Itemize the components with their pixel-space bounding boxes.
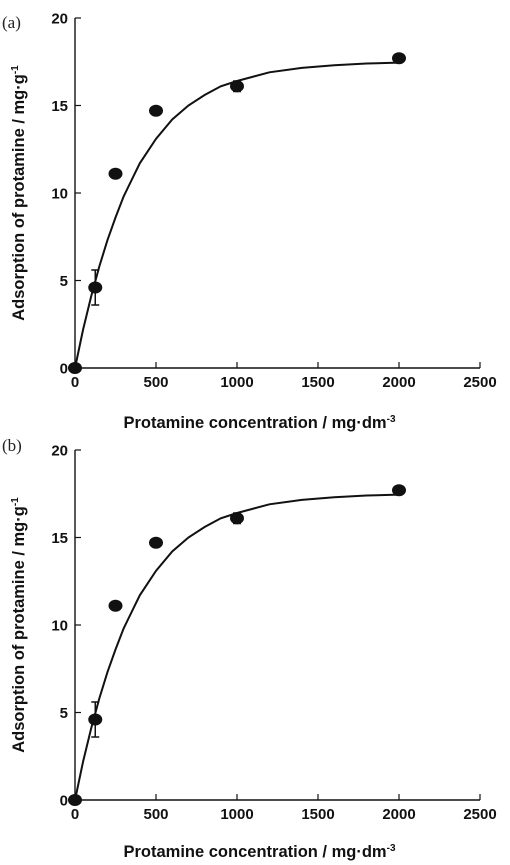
x-tick-label: 500 bbox=[143, 806, 168, 823]
y-tick-label: 0 bbox=[60, 793, 68, 810]
fit-curve bbox=[74, 493, 400, 801]
y-tick-label: 20 bbox=[51, 443, 68, 460]
x-tick-label: 1000 bbox=[220, 806, 253, 823]
data-point bbox=[230, 512, 244, 525]
y-axis-title-group: Adsorption of protamine / mg·g-1 bbox=[10, 65, 28, 321]
data-point bbox=[88, 713, 103, 726]
y-axis-title: Adsorption of protamine / mg·g-1 bbox=[10, 497, 28, 753]
y-tick-label: 10 bbox=[51, 618, 68, 635]
panel-label: (a) bbox=[2, 13, 21, 32]
y-axis-title-text: Adsorption of protamine / mg·g bbox=[10, 506, 28, 753]
y-axis-title-sup: -1 bbox=[10, 497, 21, 506]
data-point bbox=[392, 52, 406, 65]
data-point bbox=[149, 536, 163, 549]
y-tick-label: 15 bbox=[51, 98, 68, 115]
chart-panel-b: (b) Adsorption of protamine / mg·g-1 Pro… bbox=[2, 436, 497, 861]
x-axis-title: Protamine concentration / mg·dm-3 bbox=[123, 414, 395, 432]
x-tick-label: 0 bbox=[71, 374, 79, 391]
data-point bbox=[108, 599, 123, 612]
y-tick-label: 0 bbox=[60, 361, 68, 378]
x-tick-label: 2500 bbox=[463, 806, 496, 823]
y-tick-label: 10 bbox=[51, 186, 68, 203]
x-axis-title: Protamine concentration / mg·dm-3 bbox=[123, 843, 395, 861]
data-point bbox=[149, 104, 163, 117]
x-tick-label: 500 bbox=[143, 374, 168, 391]
chart-panel-a: (a) Adsorption of protamine / mg·g-1 Pro… bbox=[2, 11, 497, 433]
x-tick-label: 1500 bbox=[301, 806, 334, 823]
data-point bbox=[68, 362, 82, 374]
y-tick-label: 15 bbox=[51, 530, 68, 547]
x-tick-label: 2000 bbox=[382, 806, 415, 823]
fit-curve bbox=[74, 61, 400, 369]
x-tick-label: 0 bbox=[71, 806, 79, 823]
data-point bbox=[392, 484, 406, 497]
x-tick-label: 2000 bbox=[382, 374, 415, 391]
data-point bbox=[68, 794, 82, 806]
x-axis-title-sup: -3 bbox=[387, 414, 396, 425]
y-axis-title-group: Adsorption of protamine / mg·g-1 bbox=[10, 497, 28, 753]
panel-label: (b) bbox=[2, 436, 22, 455]
y-tick-label: 20 bbox=[51, 11, 68, 28]
y-axis-title-text: Adsorption of protamine / mg·g bbox=[10, 74, 28, 321]
x-axis-title-sup: -3 bbox=[387, 843, 396, 854]
x-axis-title-text: Protamine concentration / mg·dm bbox=[123, 414, 386, 432]
x-tick-label: 1000 bbox=[220, 374, 253, 391]
data-point bbox=[108, 167, 123, 180]
y-tick-label: 5 bbox=[60, 705, 68, 722]
data-point bbox=[88, 281, 103, 294]
x-tick-label: 1500 bbox=[301, 374, 334, 391]
y-axis-title-sup: -1 bbox=[10, 65, 21, 74]
y-axis-title: Adsorption of protamine / mg·g-1 bbox=[10, 65, 28, 321]
x-axis-title-text: Protamine concentration / mg·dm bbox=[123, 843, 386, 861]
y-tick-label: 5 bbox=[60, 273, 68, 290]
x-tick-label: 2500 bbox=[463, 374, 496, 391]
data-point bbox=[230, 80, 244, 93]
